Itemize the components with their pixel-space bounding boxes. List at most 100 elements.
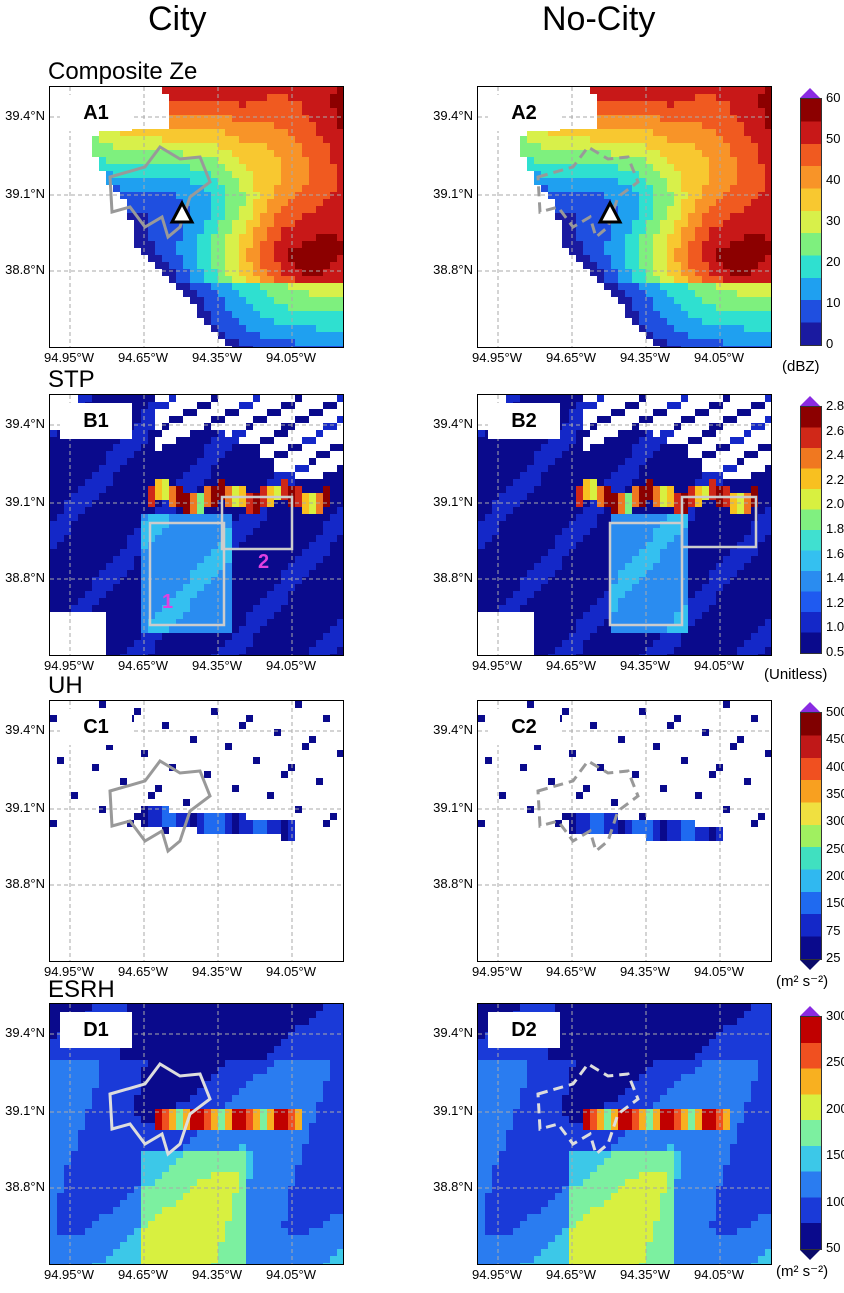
panel-label: B1 <box>60 403 132 439</box>
colorbar <box>800 1016 822 1250</box>
colorbar-tick-label: 500 <box>826 704 844 719</box>
x-tick-label: 94.95°W <box>471 1267 522 1282</box>
row-title-esrh: ESRH <box>48 976 115 1003</box>
annotation-box-1: 1 <box>162 591 174 613</box>
y-tick-label: 39.4°N <box>433 108 473 123</box>
y-tick-label: 38.8°N <box>5 570 45 585</box>
annotation-box-2: 2 <box>258 551 270 573</box>
x-tick-label: 94.65°W <box>117 964 168 979</box>
colorbar-unit: (dBZ) <box>782 358 820 375</box>
x-tick-label: 94.95°W <box>43 350 94 365</box>
y-tick-label: 38.8°N <box>5 1179 45 1194</box>
x-tick-label: 94.05°W <box>265 964 316 979</box>
x-tick-label: 94.95°W <box>43 658 94 673</box>
x-tick-label: 94.95°W <box>471 964 522 979</box>
x-tick-label: 94.05°W <box>265 350 316 365</box>
y-tick-label: 39.1°N <box>433 186 473 201</box>
x-tick-label: 94.65°W <box>545 1267 596 1282</box>
row-title-uh: UH <box>48 672 83 699</box>
colorbar-tick-label: 75 <box>826 922 841 938</box>
row-title-stp: STP <box>48 366 95 393</box>
y-tick-label: 39.1°N <box>433 494 473 509</box>
x-tick-label: 94.35°W <box>191 964 242 979</box>
map-panel-b1: B1 1 2 <box>49 394 344 656</box>
colorbar-tick-label: 60 <box>826 90 841 105</box>
colorbar-extend-max <box>800 396 820 406</box>
x-tick-label: 94.95°W <box>43 1267 94 1282</box>
colorbar-tick-label: 1.4 <box>826 570 844 586</box>
heatmap-field <box>478 395 771 655</box>
colorbar-tick-label: 0.5 <box>826 644 844 659</box>
colorbar-extend-min <box>800 1250 820 1260</box>
y-tick-label: 39.1°N <box>5 494 45 509</box>
colorbar-tick-label: 250 <box>826 840 844 856</box>
map-panel-d1: D1 <box>49 1003 344 1265</box>
colorbar-tick-label: 1.2 <box>826 594 844 610</box>
map-panel-d2: D2 <box>477 1003 772 1265</box>
y-tick-label: 39.4°N <box>433 416 473 431</box>
x-tick-label: 94.05°W <box>265 658 316 673</box>
colorbar-unit: (m² s⁻²) <box>776 1263 829 1280</box>
colorbar <box>800 712 822 960</box>
colorbar-tick-label: 300 <box>826 813 844 829</box>
colorbar-tick-label: 100 <box>826 1193 844 1209</box>
x-tick-label: 94.95°W <box>471 350 522 365</box>
colorbar-tick-label: 2.6 <box>826 422 844 438</box>
y-tick-label: 39.1°N <box>5 800 45 815</box>
x-tick-label: 94.35°W <box>619 658 670 673</box>
colorbar-tick-label: 200 <box>826 1100 844 1116</box>
map-panel-a2: A2 <box>477 86 772 348</box>
x-tick-label: 94.95°W <box>471 658 522 673</box>
colorbar-tick-label: 150 <box>826 895 844 911</box>
y-tick-label: 39.4°N <box>5 416 45 431</box>
colorbar-tick-label: 2.0 <box>826 496 844 512</box>
y-tick-label: 39.1°N <box>5 186 45 201</box>
heatmap-field <box>478 701 771 961</box>
y-tick-label: 38.8°N <box>433 1179 473 1194</box>
row-title-ze: Composite Ze <box>48 58 198 85</box>
x-tick-label: 94.05°W <box>693 1267 744 1282</box>
x-tick-label: 94.35°W <box>619 350 670 365</box>
x-tick-label: 94.35°W <box>191 350 242 365</box>
panel-label: A2 <box>488 95 560 131</box>
y-tick-label: 38.8°N <box>5 262 45 277</box>
map-panel-a1: A1 <box>49 86 344 348</box>
colorbar-tick-label: 40 <box>826 172 841 187</box>
x-tick-label: 94.65°W <box>117 350 168 365</box>
x-tick-label: 94.35°W <box>191 658 242 673</box>
x-tick-label: 94.65°W <box>545 964 596 979</box>
panel-label: C1 <box>60 709 132 745</box>
panel-label: A1 <box>60 95 132 131</box>
x-tick-label: 94.65°W <box>117 658 168 673</box>
colorbar-tick-label: 250 <box>826 1054 844 1070</box>
column-title-city: City <box>148 0 207 38</box>
colorbar-tick-label: 50 <box>826 131 841 146</box>
x-tick-label: 94.65°W <box>117 1267 168 1282</box>
colorbar-tick-label: 150 <box>826 1147 844 1163</box>
colorbar-tick-label: 50 <box>826 1240 841 1255</box>
heatmap-field <box>50 701 343 961</box>
map-panel-c1: C1 <box>49 700 344 962</box>
colorbar-tick-label: 20 <box>826 254 841 269</box>
colorbar-tick-label: 0 <box>826 336 834 351</box>
y-tick-label: 38.8°N <box>433 262 473 277</box>
colorbar-tick-label: 400 <box>826 758 844 774</box>
x-tick-label: 94.65°W <box>545 658 596 673</box>
colorbar-tick-label: 25 <box>826 950 841 965</box>
colorbar-tick-label: 1.8 <box>826 521 844 536</box>
y-tick-label: 39.1°N <box>433 800 473 815</box>
colorbar-tick-label: 2.8 <box>826 398 844 413</box>
panel-label: D1 <box>60 1012 132 1048</box>
colorbar <box>800 98 822 346</box>
x-tick-label: 94.35°W <box>619 964 670 979</box>
colorbar-tick-label: 350 <box>826 786 844 801</box>
column-title-no-city: No-City <box>542 0 656 38</box>
colorbar-extend-max <box>800 88 820 98</box>
colorbar-unit: (m² s⁻²) <box>776 973 829 990</box>
heatmap-field <box>50 87 343 347</box>
y-tick-label: 39.1°N <box>433 1103 473 1118</box>
x-tick-label: 94.05°W <box>693 350 744 365</box>
colorbar <box>800 406 822 654</box>
x-tick-label: 94.95°W <box>43 964 94 979</box>
y-tick-label: 38.8°N <box>5 876 45 891</box>
